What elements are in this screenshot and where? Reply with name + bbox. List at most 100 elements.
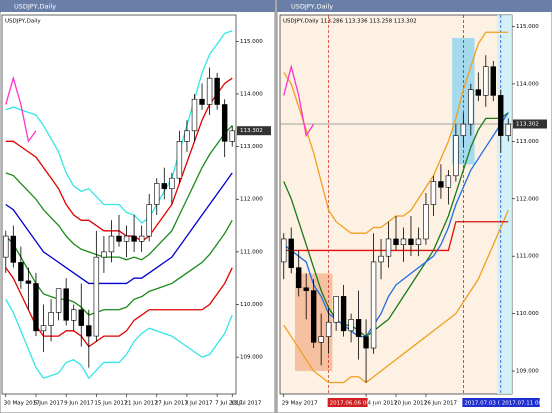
candle-body <box>310 290 317 343</box>
candle-body <box>176 141 183 179</box>
indicator-line <box>5 75 37 143</box>
candle-body <box>423 204 429 240</box>
right-title-bar[interactable] <box>277 0 552 12</box>
y-tick-label: 111.000 <box>240 249 263 255</box>
candle-body <box>116 235 122 242</box>
candle-body <box>55 288 62 313</box>
indicator-line <box>283 64 315 138</box>
chart-subtitle: USDJPY,Daily 113.286 113.336 113.258 113… <box>283 19 417 25</box>
candle-body <box>438 181 444 188</box>
x-tick-label: 30 May 2017 <box>4 401 40 407</box>
candle-body <box>370 261 377 349</box>
candle-body <box>93 256 100 337</box>
x-tick-label: 29 May 2017 <box>282 401 318 407</box>
window-title: USDJPY,Daily <box>291 3 333 11</box>
y-tick-label: 113.000 <box>240 144 263 150</box>
indicator-line <box>283 112 509 338</box>
candle-body <box>33 283 39 332</box>
candle-body <box>415 238 422 245</box>
y-tick-label: 115.000 <box>516 24 539 30</box>
x-tick-label: 13 Jul 2017 <box>230 401 262 407</box>
candle-body <box>138 235 145 242</box>
candle-body <box>505 123 511 136</box>
price-label-box <box>513 119 547 129</box>
candle-body <box>355 319 362 337</box>
candle-body <box>40 325 47 332</box>
candle-body <box>393 238 399 245</box>
candle-body <box>221 104 228 142</box>
y-tick-label: 115.000 <box>240 39 263 45</box>
candle-body <box>169 177 175 190</box>
candle-body <box>3 235 9 258</box>
candle-body <box>25 280 32 284</box>
candle-body <box>288 238 294 268</box>
shaded-zone <box>497 15 512 394</box>
candle-body <box>18 262 24 282</box>
indicator-line <box>5 219 233 316</box>
x-tick-label: 20 Jun 2017 <box>394 401 428 407</box>
candle-body <box>48 312 54 326</box>
candle-body <box>154 183 160 205</box>
y-tick-label: 113.000 <box>516 139 539 145</box>
candle-body <box>318 336 324 343</box>
candle-body <box>400 238 407 245</box>
candle-body <box>468 89 474 125</box>
marker-label-box <box>327 398 368 407</box>
indicator-line <box>5 298 233 380</box>
candle-body <box>340 296 347 332</box>
y-tick-label: 110.000 <box>240 302 263 308</box>
candle-body <box>408 238 414 245</box>
y-tick-label: 112.000 <box>240 197 263 203</box>
candle-body <box>281 238 287 263</box>
y-tick-label: 110.000 <box>516 311 539 317</box>
candle-body <box>184 130 190 142</box>
y-tick-label: 109.000 <box>516 369 539 375</box>
x-tick-label: 15 Jun 2017 <box>94 401 128 407</box>
candle-body <box>363 336 369 349</box>
price-label: 113.302 <box>240 128 263 134</box>
marker-label-box <box>462 398 503 407</box>
price-label-box <box>237 126 271 136</box>
window-title: USDJPY,Daily <box>14 3 56 11</box>
candle-body <box>378 255 384 263</box>
indicator-line <box>283 209 509 384</box>
candle-body <box>161 183 168 190</box>
y-tick-label: 114.000 <box>516 81 539 87</box>
indicator-line <box>5 125 233 261</box>
x-tick-label: 21 Jun 2017 <box>125 401 159 407</box>
candle-body <box>498 95 504 136</box>
marker-label: 2017.07.11 00:00 <box>502 401 552 407</box>
candle-body <box>191 98 198 132</box>
candle-body <box>483 66 489 96</box>
candle-body <box>206 77 213 105</box>
x-tick-label: 5 Jun 2017 <box>34 401 64 407</box>
candle-body <box>123 235 130 242</box>
x-tick-label: 9 Jun 2017 <box>64 401 94 407</box>
x-tick-label: 27 Jun 2017 <box>155 401 189 407</box>
candle-body <box>131 235 137 242</box>
candle-body <box>70 309 77 321</box>
chart-subtitle: USDJPY,Daily <box>5 19 41 25</box>
price-label: 113.302 <box>516 121 539 127</box>
marker-label-box <box>499 398 540 407</box>
candle-body <box>460 123 467 136</box>
candle-body <box>296 267 302 289</box>
candle-body <box>333 296 339 323</box>
marker-label: 2017.07.03 00:00 <box>464 401 514 407</box>
candle-body <box>199 98 205 105</box>
indicator-line <box>5 172 233 285</box>
y-tick-label: 111.000 <box>516 254 539 260</box>
y-tick-label: 114.000 <box>240 91 263 97</box>
candle-body <box>490 66 496 96</box>
candle-body <box>146 204 152 237</box>
y-tick-label: 109.000 <box>240 355 263 361</box>
candle-body <box>101 251 107 258</box>
indicator-line <box>283 112 509 338</box>
candle-body <box>108 235 115 253</box>
x-tick-label: 14 Jun 2017 <box>364 401 398 407</box>
candle-body <box>385 238 392 257</box>
left-title-bar[interactable] <box>0 0 275 12</box>
candle-body <box>430 181 437 205</box>
candle-body <box>229 130 235 142</box>
